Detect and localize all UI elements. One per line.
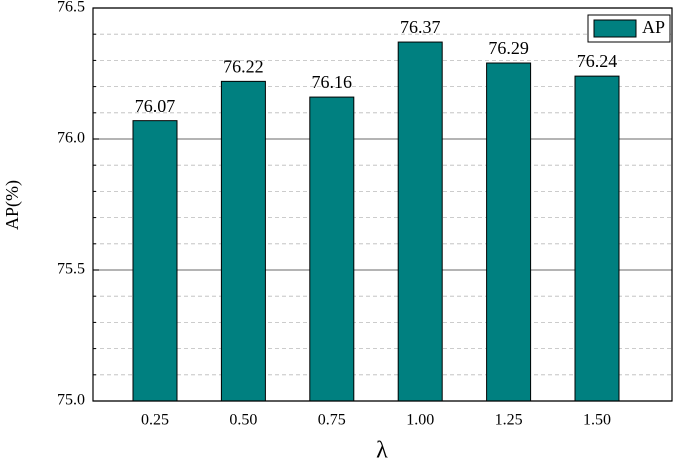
legend-label: AP [642, 17, 665, 37]
value-label: 76.37 [400, 17, 441, 37]
x-tick-label: 0.50 [229, 412, 257, 429]
bar [309, 96, 355, 402]
y-tick-label: 75.5 [57, 261, 85, 278]
value-label: 76.07 [135, 96, 176, 116]
value-label: 76.29 [488, 38, 529, 58]
x-tick-label: 0.75 [318, 412, 346, 429]
x-tick-label: 0.25 [141, 412, 169, 429]
y-tick-label: 75.0 [57, 392, 85, 409]
bar [397, 41, 443, 402]
value-label: 76.16 [312, 72, 353, 92]
value-label: 76.22 [223, 56, 264, 76]
x-tick-label: 1.25 [495, 412, 523, 429]
x-tick-label: 1.00 [406, 412, 434, 429]
legend-swatch [593, 19, 637, 38]
y-tick-label: 76.5 [57, 0, 85, 16]
bar [132, 120, 178, 402]
y-axis-label: AP(%) [2, 180, 23, 230]
x-axis-label: λ [376, 438, 388, 464]
y-tick-label: 76.0 [57, 130, 85, 147]
value-label: 76.24 [577, 51, 618, 71]
bar [220, 80, 266, 402]
plot-frame [92, 7, 673, 402]
x-tick-label: 1.50 [583, 412, 611, 429]
bar [574, 75, 620, 402]
bar [486, 62, 532, 402]
